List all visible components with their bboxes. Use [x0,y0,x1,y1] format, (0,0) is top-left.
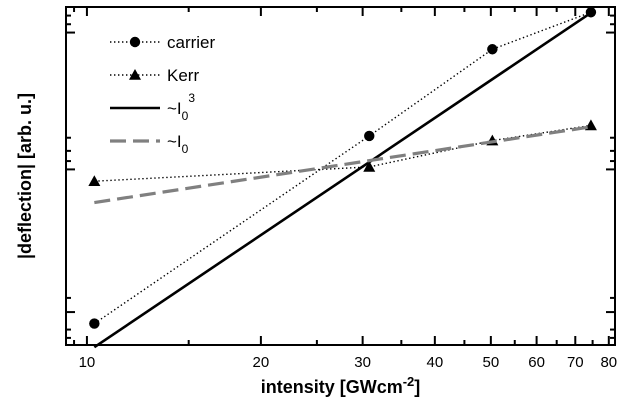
x-axis-title-sup: -2 [403,374,415,389]
legend-marker [129,36,141,48]
legend-label: carrier [167,33,216,52]
legend-entry-3: ~I0 [110,132,189,156]
series-line [93,11,592,325]
legend-entry-2: ~I0 3 [110,91,195,123]
series-0 [89,7,597,329]
x-tick-label: 30 [354,354,371,371]
x-tick-label: 50 [483,354,500,371]
legend-label-sub: 0 [182,142,189,156]
y-axis-title: |deflection| [arb. u.] [15,93,35,259]
x-axis-title-main: intensity [GWcm [261,377,403,397]
axes-layer [65,6,616,346]
legend-label: Kerr [167,66,199,85]
legend-label-main: Kerr [167,66,199,85]
x-tick-label: 80 [600,354,617,371]
x-tick-label: 10 [79,354,96,371]
series-1 [88,119,597,187]
data-point [363,160,376,172]
series-line [94,125,592,205]
x-tick-label: 40 [427,354,444,371]
x-axis-title-end: ] [414,377,420,397]
legend-label-main: ~I [167,99,182,118]
data-point [487,44,498,55]
x-tick-label: 20 [253,354,270,371]
legend-entry-1: Kerr [110,66,199,85]
legend-marker [129,69,141,80]
data-point [88,175,101,187]
data-point [89,318,100,329]
series-line [93,11,592,349]
legend-label-main: ~I [167,132,182,151]
legend-label: ~I0 [167,132,189,156]
legend-label: ~I0 3 [167,91,195,123]
series-2 [93,11,592,349]
data-point [584,119,597,131]
x-tick-label: 70 [567,354,584,371]
series-3 [94,125,592,205]
legend-label-main: carrier [167,33,216,52]
legend-label-sup: 3 [188,91,195,105]
legend-entry-0: carrier [110,33,216,52]
series-layer [88,7,597,349]
legend-label-sub: 0 [182,109,189,123]
plot-frame [65,6,616,346]
ticks-layer: 10 20 30 40 50 60 70 80 [66,7,617,371]
x-tick-label: 60 [528,354,545,371]
x-axis-title: intensity [GWcm-2] [261,374,421,397]
data-point [364,130,375,142]
